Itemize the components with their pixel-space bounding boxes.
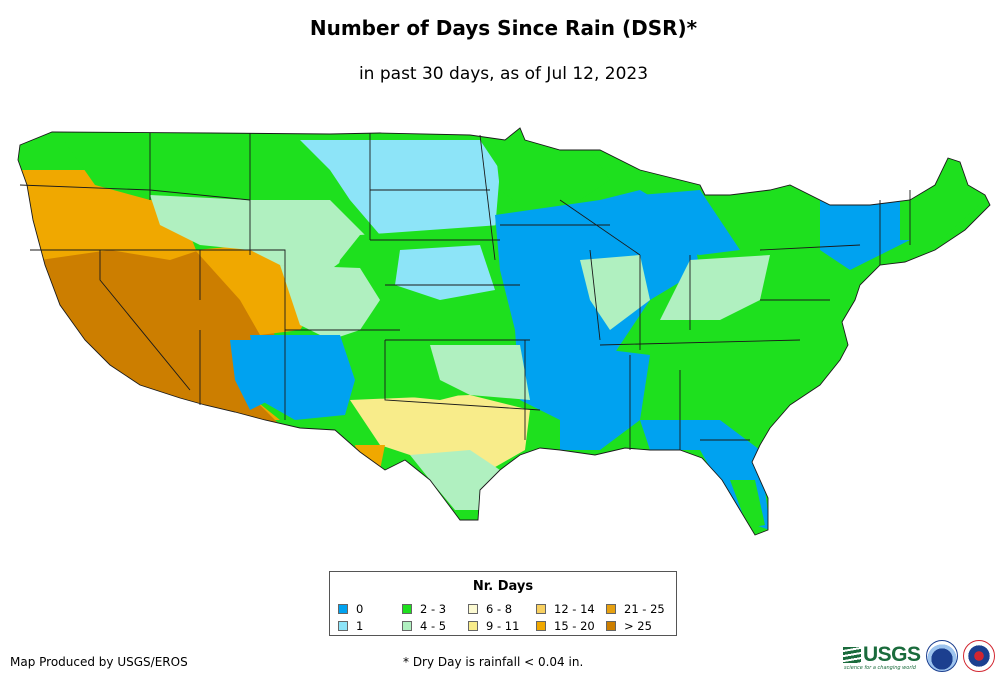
dsr-region-florida-green (730, 480, 765, 528)
boundary-ca-nv (99, 250, 191, 391)
legend-swatch-4-5 (402, 621, 412, 631)
legend-label-9-11: 9 - 11 (486, 619, 520, 633)
legend-item-6-8: 6 - 8 (468, 602, 512, 616)
nws-seal-icon (963, 640, 995, 672)
dsr-region-northeast (820, 200, 910, 270)
dsr-region-arizona-southeast (230, 340, 270, 410)
legend-title: Nr. Days (472, 579, 534, 594)
legend-item-2-3: 2 - 3 (402, 602, 446, 616)
legend-swatch-0 (338, 604, 348, 614)
legend-swatch-21-25 (606, 604, 616, 614)
legend-item-15-20: 15 - 20 (536, 619, 595, 633)
dsr-region-lower-mississippi (560, 350, 650, 450)
legend-item-4-5: 4 - 5 (402, 619, 446, 633)
legend-swatch-9-11 (468, 621, 478, 631)
boundary-wi-il (559, 199, 641, 256)
legend-item-12-14: 12 - 14 (536, 602, 595, 616)
legend-label-2-3: 2 - 3 (420, 602, 447, 616)
dsr-region-montana (150, 195, 370, 270)
legend-item-1: 1 (338, 619, 363, 633)
legend-label-4-5: 4 - 5 (420, 619, 447, 633)
legend-swatch-12-14 (536, 604, 546, 614)
credit-text: Map Produced by USGS/EROS (10, 655, 188, 669)
legend-item-gt25: > 25 (606, 619, 652, 633)
boundary-dakotas-mn (479, 134, 496, 261)
legend-swatch-2-3 (402, 604, 412, 614)
boundary-ky-tn (599, 339, 801, 346)
legend-item-9-11: 9 - 11 (468, 619, 519, 633)
agency-logos: USGS science for a changing world (843, 638, 1007, 676)
map-subtitle: in past 30 days, as of Jul 12, 2023 (358, 64, 649, 84)
usgs-tagline: science for a changing world (844, 665, 916, 671)
legend-label-15-20: 15 - 20 (554, 619, 595, 633)
boundary-ut-co-wy (200, 249, 400, 331)
dsr-region-central-plains-patch (395, 245, 495, 300)
boundary-west-horizontal (19, 184, 251, 201)
noaa-seal-icon (926, 640, 958, 672)
legend-label-gt25: > 25 (624, 619, 652, 633)
dsr-choropleth (18, 128, 990, 535)
dsr-region-new-mexico (250, 335, 355, 420)
boundary-ok-tx (384, 340, 541, 411)
dsr-region-illinois (580, 255, 650, 330)
legend-swatch-gt25 (606, 621, 616, 631)
usgs-logo: USGS (843, 643, 921, 667)
legend-swatch-6-8 (468, 604, 478, 614)
dsr-region-ohio-valley (660, 255, 770, 320)
dsr-region-new-england (900, 160, 985, 240)
dsr-region-great-lakes (640, 190, 740, 255)
dsr-region-northern-rockies (60, 135, 330, 210)
footnote-text: * Dry Day is rainfall < 0.04 in. (403, 655, 584, 669)
dsr-region-texas-coastal (410, 450, 500, 510)
legend-item-21-25: 21 - 25 (606, 602, 665, 616)
boundary-mo-il (589, 249, 601, 341)
legend-label-21-25: 21 - 25 (624, 602, 665, 616)
legend-item-0: 0 (338, 602, 363, 616)
legend-swatch-15-20 (536, 621, 546, 631)
state-boundaries (17, 127, 991, 536)
map-title: Number of Days Since Rain (DSR)* (309, 16, 698, 40)
dsr-region-gulf-coast (640, 420, 770, 530)
legend-label-0: 0 (356, 602, 364, 616)
dsr-region-colorado (280, 265, 380, 340)
legend: Nr. Days 0 1 2 - 3 4 - 5 6 - 8 9 - 11 12… (329, 571, 677, 636)
dsr-region-minnesota (495, 145, 610, 205)
usgs-logo-text: USGS (863, 643, 921, 666)
legend-label-6-8: 6 - 8 (486, 602, 513, 616)
usgs-wave-icon (843, 647, 861, 663)
dsr-region-oklahoma (430, 345, 530, 400)
legend-label-12-14: 12 - 14 (554, 602, 595, 616)
legend-swatch-1 (338, 621, 348, 631)
legend-label-1: 1 (356, 619, 364, 633)
boundary-pa-ny (759, 244, 861, 251)
